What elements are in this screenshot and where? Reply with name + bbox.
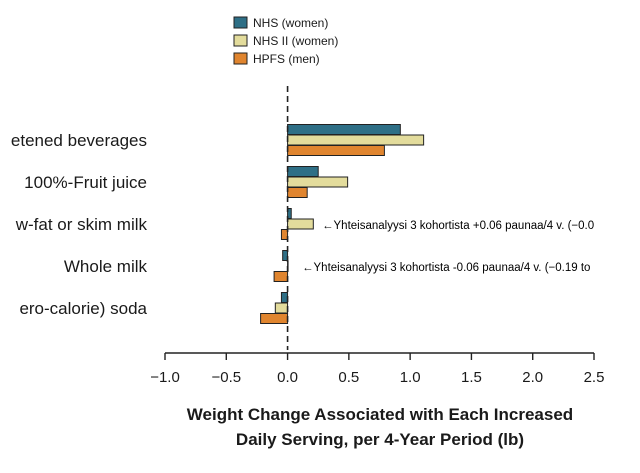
bar-hpfs-men-whole-milk: [273, 271, 289, 282]
bar-nhs-ii-women-diet-zero-calorie-soda: [274, 302, 289, 314]
x-axis: −1.0 −0.5 0.0 0.5 1.0 1.5 2.0 2.5: [150, 352, 605, 386]
x-tick-label: 2.5: [584, 369, 605, 386]
category-label-100-fruit-juice: 100%-Fruit juice: [24, 173, 147, 192]
bar-nhs-women-diet-zero-calorie-soda: [280, 292, 289, 303]
bar-hpfs-men-sugar-sweetened-beverages: [287, 145, 385, 156]
legend-label-nhs-women: NHS (women): [253, 16, 328, 30]
x-tick-label: −1.0: [150, 369, 180, 386]
x-tick-label: 0.5: [338, 369, 359, 386]
bar-nhs-women-whole-milk: [282, 250, 289, 261]
category-label-diet-zero-calorie-soda: ero-calorie) soda: [19, 299, 147, 318]
legend-label-nhs-ii-women: NHS II (women): [253, 34, 338, 48]
category-label-low-fat-or-skim-milk: w-fat or skim milk: [15, 215, 148, 234]
annotation-low-fat-or-skim-milk: ←Yhteisanalyysi 3 kohortista +0.06 pauna…: [322, 220, 594, 232]
bar-nhs-ii-women-sugar-sweetened-beverages: [287, 134, 425, 146]
legend-swatch-nhs-ii-women: [233, 34, 248, 47]
bar-nhs-ii-women-100-fruit-juice: [287, 176, 349, 188]
legend-label-hpfs-men: HPFS (men): [253, 52, 320, 66]
bar-hpfs-men-100-fruit-juice: [287, 187, 308, 198]
legend-swatch-hpfs-men: [233, 52, 248, 65]
x-tick-label: 1.0: [400, 369, 421, 386]
bar-nhs-women-sugar-sweetened-beverages: [287, 124, 401, 135]
legend: NHS (women) NHS II (women) HPFS (men): [233, 16, 338, 66]
x-axis-title-line1: Weight Change Associated with Each Incre…: [187, 405, 573, 424]
bar-hpfs-men-low-fat-or-skim-milk: [280, 229, 289, 240]
x-axis-title-line2: Daily Serving, per 4-Year Period (lb): [236, 430, 524, 449]
x-tick-label: 1.5: [461, 369, 482, 386]
x-tick-label: 0.0: [277, 369, 298, 386]
category-label-whole-milk: Whole milk: [64, 257, 148, 276]
x-tick-label: 2.0: [522, 369, 543, 386]
category-label-sugar-sweetened-beverages: etened beverages: [11, 131, 147, 150]
annotations: ←Yhteisanalyysi 3 kohortista +0.06 pauna…: [302, 220, 594, 274]
category-labels: etened beverages 100%-Fruit juice w-fat or…: [11, 131, 148, 318]
annotation-whole-milk: ←Yhteisanalyysi 3 kohortista -0.06 pauna…: [302, 262, 590, 274]
legend-swatch-nhs-women: [233, 16, 248, 29]
bar-hpfs-men-diet-zero-calorie-soda: [260, 313, 289, 324]
bar-nhs-women-100-fruit-juice: [287, 166, 319, 177]
bar-nhs-ii-women-low-fat-or-skim-milk: [287, 218, 314, 230]
x-tick-label: −0.5: [211, 369, 241, 386]
bars-group: [260, 124, 425, 324]
